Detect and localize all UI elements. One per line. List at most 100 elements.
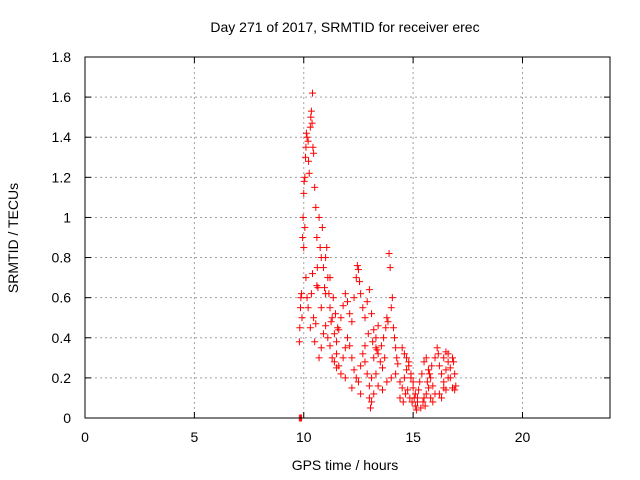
x-tick-label: 20	[515, 429, 531, 445]
data-point	[311, 338, 319, 346]
data-point	[302, 129, 310, 137]
data-point	[299, 234, 307, 241]
data-point	[361, 358, 369, 366]
data-point	[438, 394, 446, 402]
points-layer	[295, 89, 460, 422]
data-point	[317, 304, 325, 312]
data-point	[298, 314, 306, 322]
data-point	[352, 374, 360, 382]
data-point	[392, 370, 400, 378]
data-point	[324, 334, 332, 342]
data-point	[444, 358, 452, 366]
data-point	[393, 354, 401, 362]
data-point	[306, 123, 314, 131]
data-point	[330, 358, 338, 366]
data-point	[296, 304, 304, 312]
data-point	[331, 310, 339, 318]
axes-layer: 0 0.2 0.4 0.6 0.8 1 1.2 1.4 1.6 1.8 0 5 10 15 20	[52, 49, 610, 445]
data-point	[420, 358, 428, 366]
data-point	[359, 304, 367, 312]
data-point	[368, 310, 376, 318]
data-point	[302, 143, 310, 151]
x-tick-label: 5	[190, 429, 198, 445]
chart-title: Day 271 of 2017, SRMTID for receiver ere…	[210, 19, 479, 35]
data-point	[433, 344, 441, 352]
data-point	[334, 324, 342, 332]
data-point	[311, 183, 319, 191]
data-point	[315, 213, 323, 221]
data-point	[348, 318, 356, 326]
data-point	[350, 366, 358, 374]
data-point	[438, 370, 446, 378]
data-point	[419, 398, 427, 406]
data-point	[374, 350, 382, 358]
data-point	[313, 264, 321, 272]
y-tick-label: 0.4	[52, 330, 72, 346]
y-tick-label: 1.2	[52, 169, 72, 185]
data-point	[357, 290, 365, 298]
data-point	[313, 282, 321, 290]
data-point	[440, 378, 448, 386]
data-point	[396, 394, 404, 402]
data-point	[384, 318, 392, 326]
data-point	[341, 374, 349, 382]
data-point	[423, 378, 431, 386]
data-point	[350, 294, 358, 302]
data-point	[337, 370, 345, 378]
data-point	[382, 324, 390, 332]
data-point	[440, 354, 448, 362]
data-point	[370, 390, 378, 398]
data-point	[333, 364, 341, 372]
data-point	[427, 394, 435, 402]
data-point	[399, 398, 407, 406]
data-point	[451, 386, 459, 394]
data-point	[386, 264, 394, 272]
data-point	[322, 322, 330, 330]
data-point	[421, 402, 429, 410]
data-point	[429, 382, 437, 390]
data-point	[303, 294, 311, 302]
data-point	[321, 284, 329, 292]
data-point	[307, 113, 315, 121]
y-tick-label: 1.6	[52, 89, 72, 105]
data-point	[299, 213, 307, 221]
data-point	[344, 334, 351, 342]
data-point	[353, 262, 361, 270]
data-point	[298, 290, 306, 298]
data-point	[319, 330, 327, 338]
data-point	[368, 374, 376, 382]
data-point	[451, 370, 459, 378]
data-point	[380, 334, 388, 342]
data-point	[305, 157, 313, 165]
data-point	[400, 350, 408, 358]
data-point	[337, 314, 345, 322]
data-point	[297, 294, 305, 302]
data-point	[411, 390, 419, 398]
data-point	[427, 374, 435, 382]
data-point	[316, 244, 324, 252]
data-point	[348, 384, 356, 392]
data-point	[329, 294, 337, 302]
data-point	[429, 398, 437, 406]
data-point	[415, 386, 423, 394]
data-point	[398, 344, 406, 352]
data-point	[302, 274, 310, 282]
x-tick-label: 15	[405, 429, 421, 445]
data-point	[406, 394, 414, 402]
data-point	[328, 314, 336, 322]
data-point	[307, 290, 315, 298]
data-point	[435, 390, 443, 398]
data-point	[326, 274, 334, 282]
data-point	[366, 404, 374, 412]
data-point	[389, 324, 397, 332]
data-point	[412, 406, 420, 414]
data-point	[394, 360, 402, 368]
data-point	[428, 362, 436, 370]
data-point	[304, 304, 312, 312]
data-point	[396, 378, 404, 386]
plot-frame	[84, 56, 611, 419]
data-point	[374, 322, 382, 330]
data-point	[387, 374, 395, 382]
data-point	[346, 342, 354, 350]
